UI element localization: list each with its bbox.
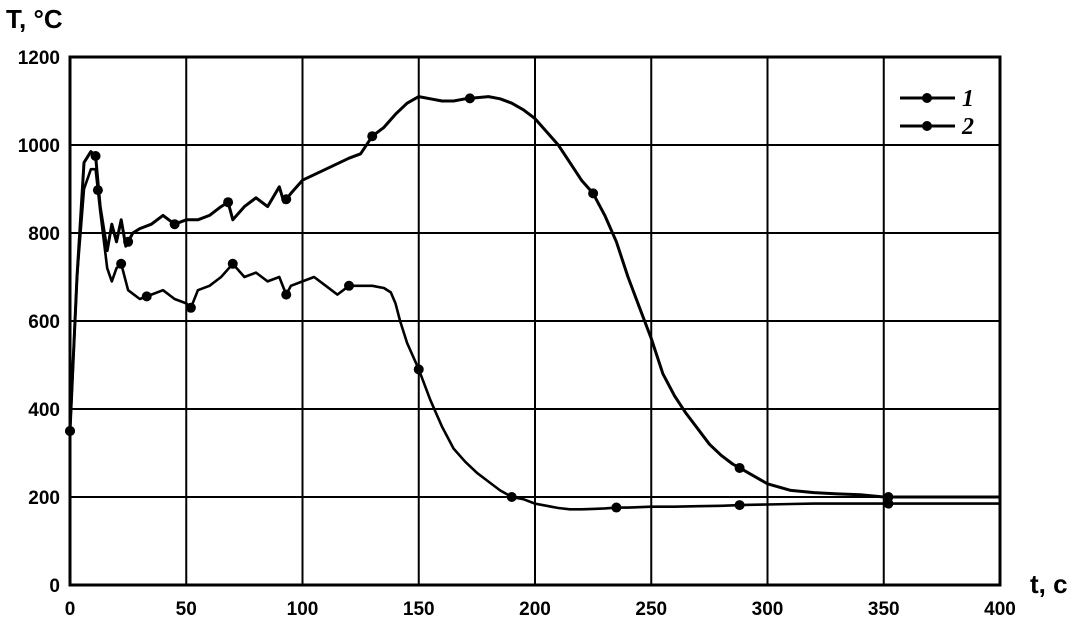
x-tick-label-150: 150 (403, 599, 435, 620)
series-2-marker-8 (413, 364, 424, 375)
series-1-marker-4 (223, 197, 234, 208)
series-2 (65, 167, 1000, 513)
legend-label-1: 1 (962, 86, 974, 112)
legend-entry-2: 2 (900, 114, 974, 140)
x-axis-label: t, c (1030, 569, 1068, 599)
series-2-marker-2 (116, 258, 127, 269)
x-tick-label-0: 0 (65, 599, 76, 620)
x-tick-label-100: 100 (287, 599, 319, 620)
series-1-marker-5 (281, 194, 292, 205)
series-1-marker-3 (169, 219, 180, 230)
series-2-marker-1 (92, 185, 103, 196)
x-tick-label-350: 350 (868, 599, 900, 620)
x-tick-label-400: 400 (984, 599, 1016, 620)
y-tick-label-1000: 1000 (18, 136, 60, 157)
series-line-2 (68, 167, 1000, 511)
series-1-marker-2 (123, 236, 134, 247)
y-tick-label-800: 800 (28, 224, 60, 245)
series-2-marker-7 (344, 280, 354, 291)
legend-marker-2 (922, 121, 932, 131)
series-2-marker-12 (883, 498, 894, 509)
x-tick-label-250: 250 (635, 599, 667, 620)
series-2-marker-5 (227, 258, 238, 269)
series-2-marker-10 (611, 502, 622, 513)
legend: 1 2 (900, 86, 974, 140)
grid-lines (69, 56, 1001, 586)
series-2-marker-4 (185, 302, 196, 313)
series-1-marker-8 (588, 188, 599, 199)
series-2-marker-9 (506, 492, 517, 502)
y-tick-label-600: 600 (28, 312, 60, 333)
y-tick-label-200: 200 (28, 488, 60, 509)
series-1-marker-9 (734, 462, 745, 473)
y-axis-label: T, °C (6, 4, 63, 34)
x-tick-label-200: 200 (519, 599, 551, 620)
legend-marker-1 (922, 93, 932, 103)
series-layer (65, 93, 1000, 513)
series-2-marker-11 (734, 500, 745, 511)
tick-labels: 0 50 100 150 200 250 300 350 400 0 200 400 600 800 100… (18, 48, 1016, 620)
y-tick-label-400: 400 (28, 400, 60, 421)
series-1-marker-1 (90, 151, 101, 161)
series-1-marker-6 (367, 131, 378, 142)
legend-entry-1: 1 (900, 86, 974, 112)
series-2-marker-6 (281, 289, 292, 300)
legend-label-2: 2 (961, 114, 974, 140)
y-tick-label-0: 0 (49, 576, 60, 597)
y-tick-label-1200: 1200 (18, 48, 60, 69)
series-2-marker-3 (141, 291, 152, 302)
series-1-marker-7 (464, 93, 475, 104)
series-2-marker-0 (65, 426, 75, 436)
x-tick-label-300: 300 (752, 599, 784, 620)
plot-frame (68, 55, 1002, 587)
series-1 (65, 93, 1000, 502)
x-tick-label-50: 50 (176, 599, 197, 620)
